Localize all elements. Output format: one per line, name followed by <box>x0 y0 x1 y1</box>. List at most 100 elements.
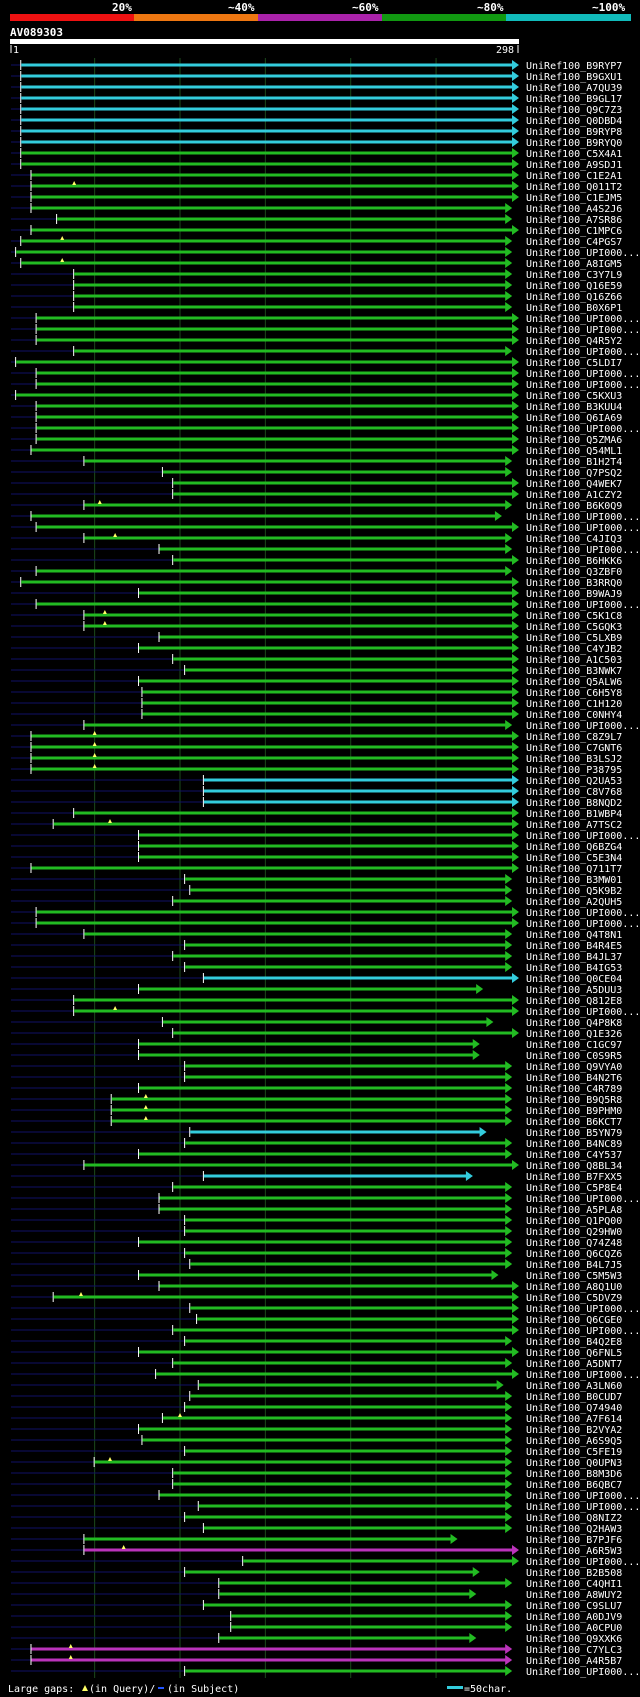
hit-row: UniRef100_C4PGS7 <box>11 236 622 248</box>
scale-band-green <box>382 14 506 21</box>
hit-label: UniRef100_UPI000... <box>526 380 640 391</box>
hit-start-tick <box>20 93 22 103</box>
hit-start-tick <box>110 1094 112 1104</box>
hit-row: UniRef100_B8M3D6 <box>11 1468 622 1480</box>
hit-arrow <box>505 280 513 290</box>
hit-arrow <box>505 1468 513 1478</box>
hit-row: UniRef100_A1CZY2 <box>11 489 622 501</box>
hit-start-tick <box>35 907 37 917</box>
hit-row: UniRef100_A6S9Q5 <box>11 1435 622 1447</box>
hit-label: UniRef100_B9Q5R8 <box>526 1095 622 1106</box>
hit-arrow <box>512 819 519 829</box>
hit-row: UniRef100_UPI000... <box>11 247 640 259</box>
query-gap-marker <box>143 1105 148 1109</box>
hit-arrow <box>512 808 519 818</box>
hit-arrow <box>469 1633 477 1643</box>
hit-start-tick <box>138 852 140 862</box>
hit-start-tick <box>184 1336 186 1346</box>
hit-arrow <box>505 874 513 884</box>
hit-row: UniRef100_A7QU39 <box>11 82 622 94</box>
hit-row: UniRef100_C5E3N4 <box>11 852 622 864</box>
hit-row: UniRef100_B9PHM0 <box>11 1105 622 1117</box>
hit-arrow <box>465 1171 473 1181</box>
hit-label: UniRef100_Q6CGE0 <box>526 1315 622 1326</box>
scale-swatch <box>447 1686 463 1689</box>
hit-rows: UniRef100_B9RYP7UniRef100_B9GXU1UniRef10… <box>11 60 640 1678</box>
hit-label: UniRef100_Q2UA53 <box>526 776 622 787</box>
hit-label: UniRef100_C6H5Y8 <box>526 688 622 699</box>
hit-label: UniRef100_UPI000... <box>526 545 640 556</box>
hit-start-tick <box>110 1105 112 1115</box>
hit-start-tick <box>30 203 32 213</box>
query-gap-marker <box>60 236 65 240</box>
hit-row: UniRef100_C5GQK3 <box>11 621 622 633</box>
hit-arrow <box>505 500 513 510</box>
hit-arrow <box>505 720 513 730</box>
hit-label: UniRef100_Q011T2 <box>526 182 622 193</box>
hit-arrow <box>505 1446 513 1456</box>
hit-row: UniRef100_Q2HAW3 <box>11 1523 622 1535</box>
hit-start-tick <box>52 1292 54 1302</box>
hit-label: UniRef100_C4PGS7 <box>526 237 622 248</box>
hit-row: UniRef100_C8Z9L7 <box>11 731 622 743</box>
hit-arrow <box>505 1094 513 1104</box>
hit-label: UniRef100_B9WAJ9 <box>526 589 622 600</box>
hit-start-tick <box>73 280 75 290</box>
hit-start-tick <box>73 1006 75 1016</box>
hit-row: UniRef100_C4QHI1 <box>11 1578 622 1590</box>
hit-arrow <box>512 1303 519 1313</box>
hit-label: UniRef100_UPI000... <box>526 1502 640 1513</box>
hit-row: UniRef100_Q6BZG4 <box>11 841 622 853</box>
query-gap-marker <box>178 1413 182 1417</box>
hit-label: UniRef100_B3MW01 <box>526 875 622 886</box>
hit-start-tick <box>189 1391 191 1401</box>
hit-row: UniRef100_C1H120 <box>11 698 622 710</box>
hit-label: UniRef100_B3RRQ0 <box>526 578 622 589</box>
hit-label: UniRef100_B9PHM0 <box>526 1106 622 1117</box>
hit-label: UniRef100_C4Y537 <box>526 1150 622 1161</box>
hit-row: UniRef100_Q011T2 <box>11 181 622 193</box>
hit-arrow <box>505 203 513 213</box>
hit-row: UniRef100_C5P8E4 <box>11 1182 622 1194</box>
hit-label: UniRef100_UPI000... <box>526 1304 640 1315</box>
hit-arrow <box>512 995 519 1005</box>
hit-start-tick <box>30 863 32 873</box>
hit-arrow <box>512 918 519 928</box>
hit-row: UniRef100_UPI000... <box>11 423 640 435</box>
hit-row: UniRef100_Q711T7 <box>11 863 622 875</box>
hit-row: UniRef100_Q8NIZ2 <box>11 1512 622 1524</box>
hit-row: UniRef100_B4N2T6 <box>11 1072 622 1084</box>
hit-start-tick <box>30 764 32 774</box>
hit-row: UniRef100_C5FE19 <box>11 1446 622 1458</box>
hit-label: UniRef100_Q6FNL5 <box>526 1348 622 1359</box>
hit-start-tick <box>158 1281 160 1291</box>
hit-row: UniRef100_C5KXU3 <box>11 390 622 402</box>
hit-start-tick <box>20 60 22 70</box>
hit-label: UniRef100_C4R789 <box>526 1084 622 1095</box>
hit-start-tick <box>30 753 32 763</box>
hit-row: UniRef100_C1MPC6 <box>11 225 622 237</box>
hit-label: UniRef100_Q8NIZ2 <box>526 1513 622 1524</box>
hit-arrow <box>494 511 502 521</box>
hit-label: UniRef100_C8Z9L7 <box>526 732 622 743</box>
hit-start-tick <box>184 1061 186 1071</box>
hit-label: UniRef100_Q3ZBF0 <box>526 567 622 578</box>
hit-row: UniRef100_A8Q1U0 <box>11 1281 622 1293</box>
hit-label: UniRef100_UPI000... <box>526 1491 640 1502</box>
hit-arrow <box>512 148 519 158</box>
hit-row: UniRef100_UPI000... <box>11 599 640 611</box>
hit-label: UniRef100_A5DUU3 <box>526 985 622 996</box>
hit-row: UniRef100_C9SLU7 <box>11 1600 622 1612</box>
hit-arrow <box>505 962 513 972</box>
hit-label: UniRef100_C1GC97 <box>526 1040 622 1051</box>
hit-arrow <box>505 1358 513 1368</box>
hit-row: UniRef100_Q8BL34 <box>11 1160 622 1172</box>
hit-row: UniRef100_Q6CQZ6 <box>11 1248 622 1260</box>
hit-label: UniRef100_C5KXU3 <box>526 391 622 402</box>
hit-start-tick <box>20 126 22 136</box>
hit-start-tick <box>138 841 140 851</box>
hit-row: UniRef100_B3MW01 <box>11 874 622 886</box>
hit-start-tick <box>138 984 140 994</box>
hit-label: UniRef100_C7GNT6 <box>526 743 622 754</box>
hit-label: UniRef100_A7TSC2 <box>526 820 622 831</box>
